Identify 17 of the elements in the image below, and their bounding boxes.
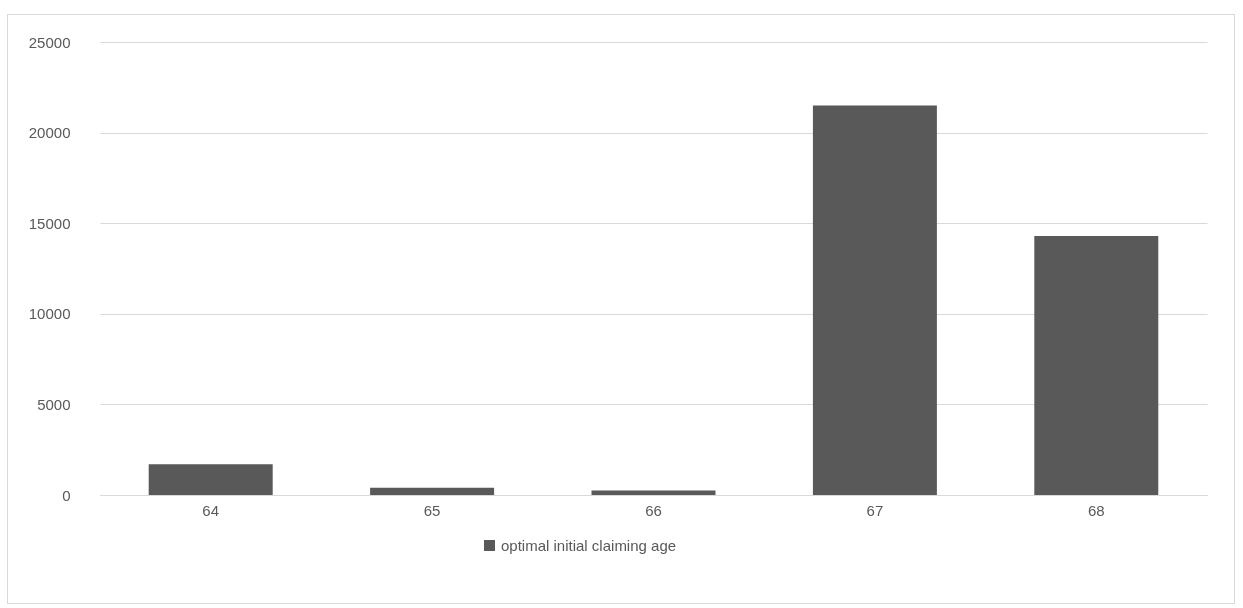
y-tick-label: 15000	[28, 214, 71, 232]
x-tick-label: 68	[1087, 501, 1105, 519]
bar	[1034, 235, 1159, 495]
y-tick-label: 10000	[28, 305, 71, 323]
x-tick-label: 65	[423, 501, 441, 519]
y-tick-label: 25000	[28, 33, 71, 51]
bar	[370, 487, 495, 495]
legend-label: optimal initial claiming age	[501, 536, 677, 554]
y-tick-label: 20000	[28, 124, 71, 142]
y-tick-label: 5000	[37, 395, 71, 413]
bar	[812, 105, 937, 495]
y-tick-label: 0	[62, 486, 71, 504]
bar	[591, 490, 716, 495]
x-tick-label: 64	[202, 501, 220, 519]
bar	[148, 464, 273, 495]
x-tick-label: 66	[645, 501, 662, 519]
x-tick-label: 67	[866, 501, 884, 519]
